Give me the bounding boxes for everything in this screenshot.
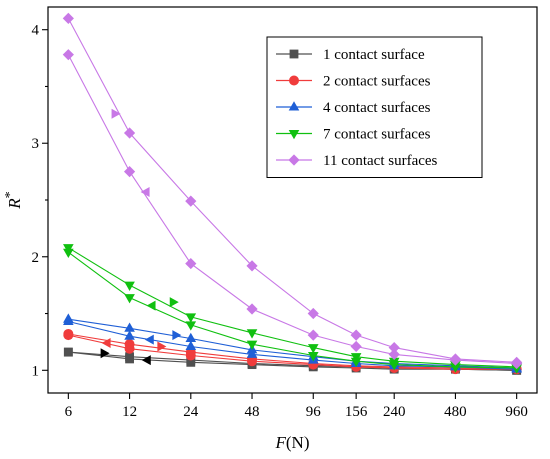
series-2-lower-point [63, 330, 74, 341]
series-3-upper-point [185, 332, 197, 343]
series-2-lower-point [124, 343, 135, 354]
series-5-upper-point [307, 307, 319, 320]
series-5-lower-point [449, 354, 462, 366]
legend-label-5: 11 contact surfaces [323, 153, 438, 169]
series-4-lower-point [307, 352, 319, 362]
direction-arrow-5 [144, 334, 154, 345]
series-4-lower-point [63, 248, 74, 259]
series-5-upper-point [123, 127, 136, 139]
legend-marker-1 [289, 49, 299, 59]
legend-marker-4 [288, 129, 300, 140]
series-3-upper-point [124, 322, 135, 332]
y-axis-title-variable: R [5, 198, 24, 210]
y-axis-title: R* [3, 191, 24, 209]
direction-arrow-3 [101, 338, 111, 349]
series-1-lower-point [125, 354, 134, 364]
plot-area [62, 12, 523, 375]
series-1-lower-point [63, 347, 73, 357]
series-5-lower-point [307, 329, 319, 341]
x-axis-title-unit: (N) [286, 433, 310, 452]
x-tick-label: 960 [505, 404, 528, 420]
direction-arrow-4 [157, 341, 167, 352]
y-axis-title-superscript: * [3, 191, 18, 198]
direction-arrow-9 [111, 108, 121, 119]
series-4-upper-point [124, 281, 135, 291]
legend-label-4: 7 contact surfaces [323, 127, 431, 143]
series-5-lower-point [62, 49, 74, 61]
legend-marker-3 [288, 101, 300, 111]
series-5-lower-point [350, 340, 362, 353]
series-5-upper-point [350, 329, 362, 341]
direction-arrow-7 [146, 300, 156, 311]
series-5-upper-point [185, 195, 197, 207]
series-4-lower-point [450, 363, 461, 373]
x-tick-label: 156 [345, 404, 368, 420]
legend-label-1: 1 contact surface [323, 47, 425, 63]
series-5-upper-point [62, 12, 74, 24]
x-axis-title: F(N) [275, 433, 310, 452]
series-5-upper-point [246, 260, 258, 272]
series-3-lower-point [124, 330, 135, 340]
x-tick-label: 12 [122, 404, 137, 420]
series-4-upper-point [185, 313, 197, 323]
series-5-lower-point [511, 357, 523, 370]
series-5-upper-point [388, 341, 400, 354]
series-2-lower-point [185, 350, 196, 361]
series-4-lower-point [246, 340, 258, 350]
x-tick-label: 6 [65, 404, 73, 420]
series-5-lower-point [246, 303, 258, 315]
legend-marker-2 [289, 75, 299, 86]
y-tick-label: 1 [32, 363, 40, 379]
x-tick-label: 24 [183, 404, 199, 420]
y-tick-label: 3 [32, 136, 40, 152]
direction-arrow-2 [141, 355, 151, 366]
legend-label-3: 4 contact surfaces [323, 100, 431, 116]
series-4-lower-point [350, 357, 362, 368]
series-5-lower-point [123, 166, 136, 178]
x-tick-label: 96 [306, 404, 322, 420]
y-tick-label: 4 [32, 23, 40, 39]
legend-label-2: 2 contact surfaces [323, 74, 431, 90]
series-3-lower-point [246, 348, 258, 358]
direction-arrow-8 [169, 297, 179, 308]
series-3-lower-point [63, 315, 74, 325]
series-4-lower-line [67, 251, 517, 369]
legend: 1 contact surface 2 contact surfaces 4 con… [266, 36, 483, 178]
series-5-lower-point [388, 348, 400, 360]
y-tick-label: 2 [32, 250, 40, 266]
series-1-lower-point [186, 357, 196, 367]
x-tick-label: 48 [245, 404, 260, 420]
direction-arrow-10 [140, 187, 150, 198]
series-4-upper-point [246, 329, 258, 339]
legend-marker-5 [288, 154, 300, 166]
x-axis-title-variable: F [275, 433, 287, 452]
series-3-lower-point [185, 340, 197, 350]
series-4-lower-point [124, 294, 135, 304]
x-tick-label: 480 [444, 404, 467, 420]
series-5-lower-point [185, 257, 197, 270]
series-4-lower-point [388, 361, 400, 371]
series-2-lower-point [247, 356, 258, 367]
series-4-upper-point [307, 344, 319, 354]
x-tick-label: 240 [383, 404, 406, 420]
series-4-lower-point [185, 321, 197, 331]
direction-arrow-1 [100, 348, 110, 359]
direction-arrow-6 [172, 330, 182, 341]
series-4-lower-point [511, 364, 522, 374]
